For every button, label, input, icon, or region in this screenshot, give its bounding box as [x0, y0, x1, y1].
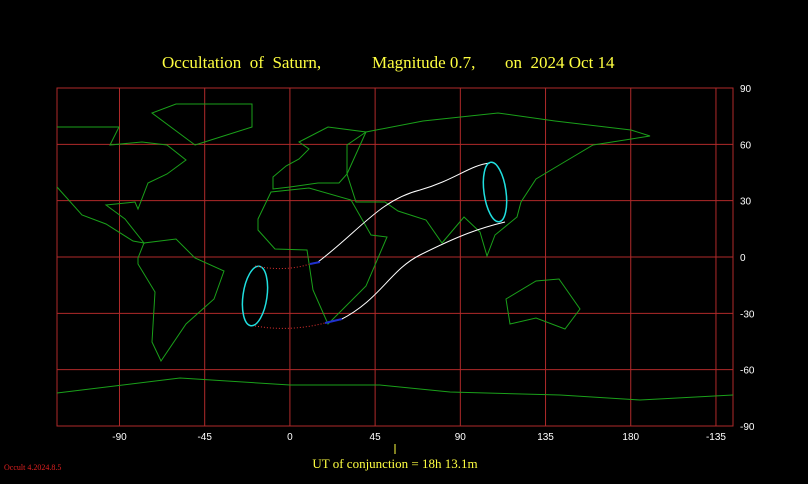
version: Occult 4.2024.8.5 — [4, 463, 61, 472]
daylight-south — [254, 322, 326, 329]
limit-ellipse-west — [241, 265, 269, 327]
y-tick-label: 60 — [740, 140, 752, 151]
twilight-north — [309, 261, 321, 265]
x-tick-label: 135 — [537, 432, 554, 443]
daylight-north — [254, 263, 311, 270]
x-tick-label: -45 — [197, 432, 212, 443]
europe — [272, 126, 368, 190]
occultation-path — [241, 161, 508, 329]
x-tick-label: -90 — [112, 432, 127, 443]
y-tick-label: 0 — [740, 253, 746, 264]
asia — [346, 112, 651, 258]
antarctica — [56, 377, 734, 401]
y-tick-label: 90 — [740, 84, 752, 95]
north-limit — [317, 162, 491, 263]
y-tick-label: -30 — [740, 309, 755, 320]
x-tick-label: 0 — [287, 432, 293, 443]
title-magnitude: Magnitude 0.7, — [372, 53, 475, 72]
title-object: Occultation of Saturn, — [162, 53, 321, 72]
twilight-south — [324, 318, 343, 324]
y-tick-label: -90 — [740, 422, 755, 433]
y-tick-label: 30 — [740, 197, 752, 208]
conjunction-time: UT of conjunction = 18h 13.1m — [312, 456, 477, 471]
x-tick-label: 45 — [370, 432, 382, 443]
x-tick-label: -135 — [706, 432, 726, 443]
limit-ellipse-east — [482, 161, 508, 223]
south-america — [137, 238, 225, 363]
x-tick-label: 180 — [622, 432, 639, 443]
title-date: on 2024 Oct 14 — [505, 53, 615, 72]
y-tick-label: -60 — [740, 366, 755, 377]
coastlines — [56, 103, 734, 401]
x-tick-label: 90 — [455, 432, 467, 443]
greenland — [150, 103, 253, 146]
australia — [505, 278, 581, 330]
grid: -90 -45 0 45 90 135 180 -135 90 60 30 0 -30 -60 -90 — [56, 84, 755, 443]
south-limit — [339, 221, 506, 321]
africa — [257, 187, 388, 325]
north-america — [56, 126, 187, 244]
